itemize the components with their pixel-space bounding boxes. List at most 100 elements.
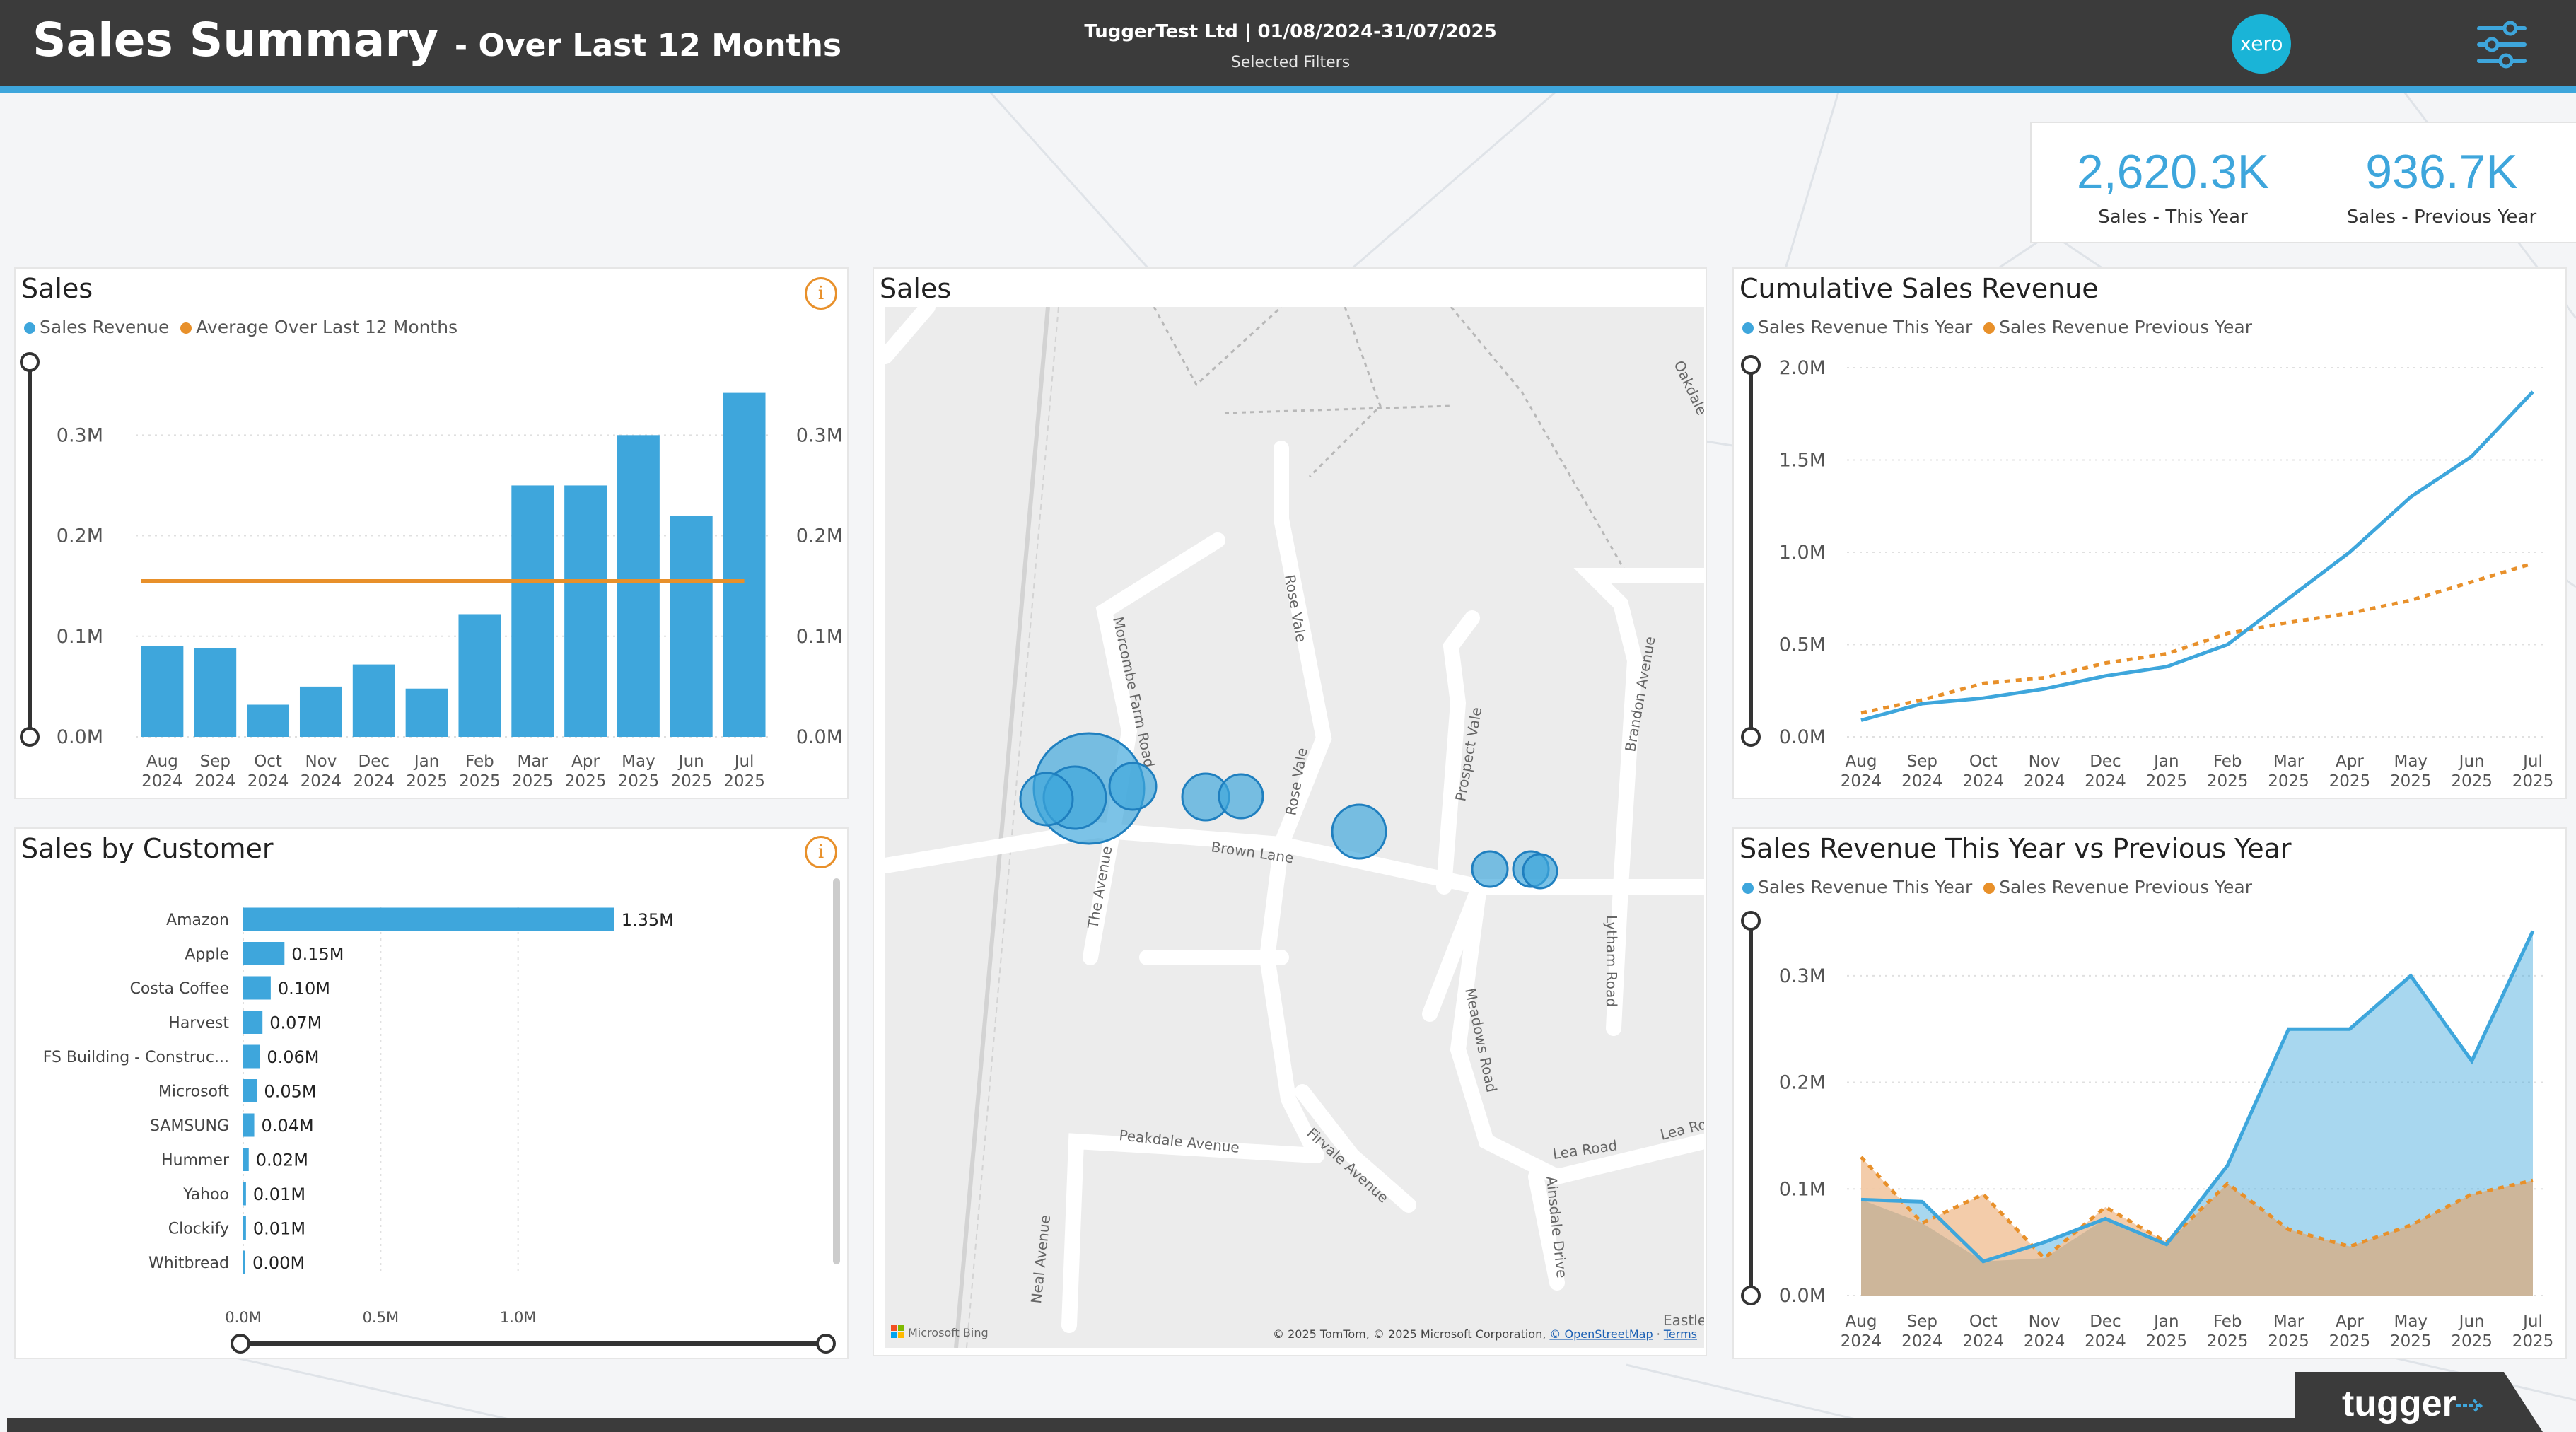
data-label: 1.35M <box>622 910 674 930</box>
kpi-this-year-label: Sales - This Year <box>2098 206 2248 228</box>
sales-bubbles[interactable] <box>1019 732 1558 890</box>
overlap-area <box>1861 1180 2533 1296</box>
info-icon[interactable]: i <box>805 836 837 868</box>
sliders-icon[interactable] <box>2475 20 2529 69</box>
x-tick-label: 1.0M <box>500 1309 537 1326</box>
header-bar <box>0 0 2576 86</box>
this-year-line <box>1860 390 2534 722</box>
cumulative-chart-title: Cumulative Sales Revenue <box>1739 273 2099 304</box>
range-slider-handle <box>20 352 40 372</box>
x-tick-label: 2025 <box>2512 1332 2554 1351</box>
x-tick-label: 2024 <box>1901 772 1943 791</box>
kpi-card: 2,620.3K Sales - This Year 936.7K Sales … <box>2030 122 2576 243</box>
category-label: Amazon <box>166 912 229 929</box>
kpi-this-year-value: 2,620.3K <box>2076 145 2270 199</box>
x-tick-label: Jul <box>2522 752 2543 771</box>
x-tick-label: 0.0M <box>225 1309 262 1326</box>
selected-filters-label[interactable]: Selected Filters <box>1230 54 1351 71</box>
x-tick-label: 2025 <box>2451 772 2493 791</box>
data-label: 0.05M <box>264 1082 316 1102</box>
x-tick-label: Nov <box>2029 1312 2061 1331</box>
y-tick-label: 0.2M <box>57 525 103 547</box>
x-tick-label: 2024 <box>247 772 289 791</box>
data-label: 0.00M <box>252 1253 305 1273</box>
category-label: Yahoo <box>182 1186 229 1204</box>
x-tick-label: Feb <box>465 752 494 771</box>
bar <box>141 646 184 737</box>
x-tick-label: 2024 <box>1962 1332 2004 1351</box>
bar <box>247 704 290 737</box>
range-slider-handle <box>816 1334 836 1354</box>
yoy-legend: Sales Revenue This Year Sales Revenue Pr… <box>1742 877 2252 897</box>
y-tick-label: 0.0M <box>57 726 103 748</box>
sales-chart-title: Sales <box>21 273 93 304</box>
y-tick-label: 0.5M <box>1779 634 1826 656</box>
y-tick-label: 2.0M <box>1779 357 1826 379</box>
bar <box>243 1182 246 1206</box>
map-view[interactable]: Brown Lane The Avenue Morcombe Farm Road… <box>885 307 1704 1348</box>
bar <box>617 435 660 737</box>
bar <box>299 686 342 737</box>
legend-dot-icon <box>1742 322 1754 334</box>
x-tick-label: Jul <box>733 752 754 771</box>
osm-link[interactable]: © OpenStreetMap <box>1549 1327 1653 1341</box>
x-tick-label: 2025 <box>2512 772 2554 791</box>
x-tick-label: 2025 <box>2451 1332 2493 1351</box>
x-tick-label: Feb <box>2213 1312 2242 1331</box>
x-tick-label: 2025 <box>2268 772 2309 791</box>
x-tick-label: 2025 <box>2207 772 2249 791</box>
bar <box>670 516 713 737</box>
map-bubble[interactable] <box>1471 850 1509 888</box>
x-tick-label: 2025 <box>618 772 660 791</box>
legend-previous-year: Sales Revenue Previous Year <box>1999 877 2253 897</box>
category-label: SAMSUNG <box>150 1117 229 1135</box>
page-title: Sales Summary - Over Last 12 Months <box>33 13 841 67</box>
x-tick-label: Jan <box>2152 752 2179 771</box>
x-tick-label: 2024 <box>1841 1332 1882 1351</box>
street-label: Lytham Road <box>1603 915 1620 1007</box>
bar <box>511 485 554 737</box>
x-tick-label: Sep <box>200 752 231 771</box>
map-bubble[interactable] <box>1019 772 1074 827</box>
map-bubble[interactable] <box>1522 853 1558 890</box>
y-tick-label: 0.0M <box>1779 726 1826 748</box>
customer-chart-title: Sales by Customer <box>21 833 274 864</box>
sales-bar-chart: 0.0M0.1M0.2M0.3M0.0M0.1M0.2M0.3MAug2024S… <box>20 352 843 791</box>
yoy-panel: Sales Revenue This Year vs Previous Year… <box>1732 827 2567 1359</box>
x-tick-label: Aug <box>1846 752 1877 771</box>
x-tick-label: Sep <box>1907 752 1937 771</box>
legend-dot-icon <box>180 322 192 334</box>
bar <box>458 614 501 737</box>
x-tick-label: Nov <box>2029 752 2061 771</box>
data-label: 0.10M <box>278 979 330 999</box>
customer-panel: Sales by Customer i 0.0M 0.5M 1.0M Amazon 1.… <box>14 827 849 1359</box>
info-icon[interactable]: i <box>805 277 837 310</box>
map-bubble[interactable] <box>1331 803 1387 860</box>
map-canvas[interactable]: Brown Lane The Avenue Morcombe Farm Road… <box>885 307 1704 1348</box>
bar <box>243 1079 257 1102</box>
x-tick-label: 2025 <box>2146 772 2188 791</box>
map-bubble[interactable] <box>1218 773 1264 820</box>
x-tick-label: Oct <box>254 752 282 771</box>
page-subtitle: - Over Last 12 Months <box>454 28 842 64</box>
x-tick-label: Jun <box>677 752 704 771</box>
x-tick-label: 2024 <box>2024 772 2065 791</box>
bar <box>243 942 285 965</box>
x-tick-label: 2024 <box>2085 772 2126 791</box>
x-tick-label: 2025 <box>512 772 554 791</box>
sales-panel: Sales i Sales Revenue Average Over Last … <box>14 267 849 799</box>
range-slider-handle <box>1741 355 1761 375</box>
y-tick-label-right: 0.1M <box>796 626 843 648</box>
terms-link[interactable]: Terms <box>1663 1327 1697 1341</box>
bar <box>243 976 271 1000</box>
x-tick-label: May <box>2394 752 2428 771</box>
x-tick-label: 2025 <box>2390 1332 2432 1351</box>
map-panel: Sales <box>873 267 1707 1356</box>
category-label: Apple <box>185 946 229 964</box>
x-tick-label: 2024 <box>353 772 395 791</box>
bar <box>243 907 614 931</box>
map-bubble[interactable] <box>1108 762 1158 811</box>
x-tick-label: 2024 <box>1841 772 1882 791</box>
footpaths <box>1153 307 1629 576</box>
legend-sales-revenue: Sales Revenue <box>40 317 170 337</box>
